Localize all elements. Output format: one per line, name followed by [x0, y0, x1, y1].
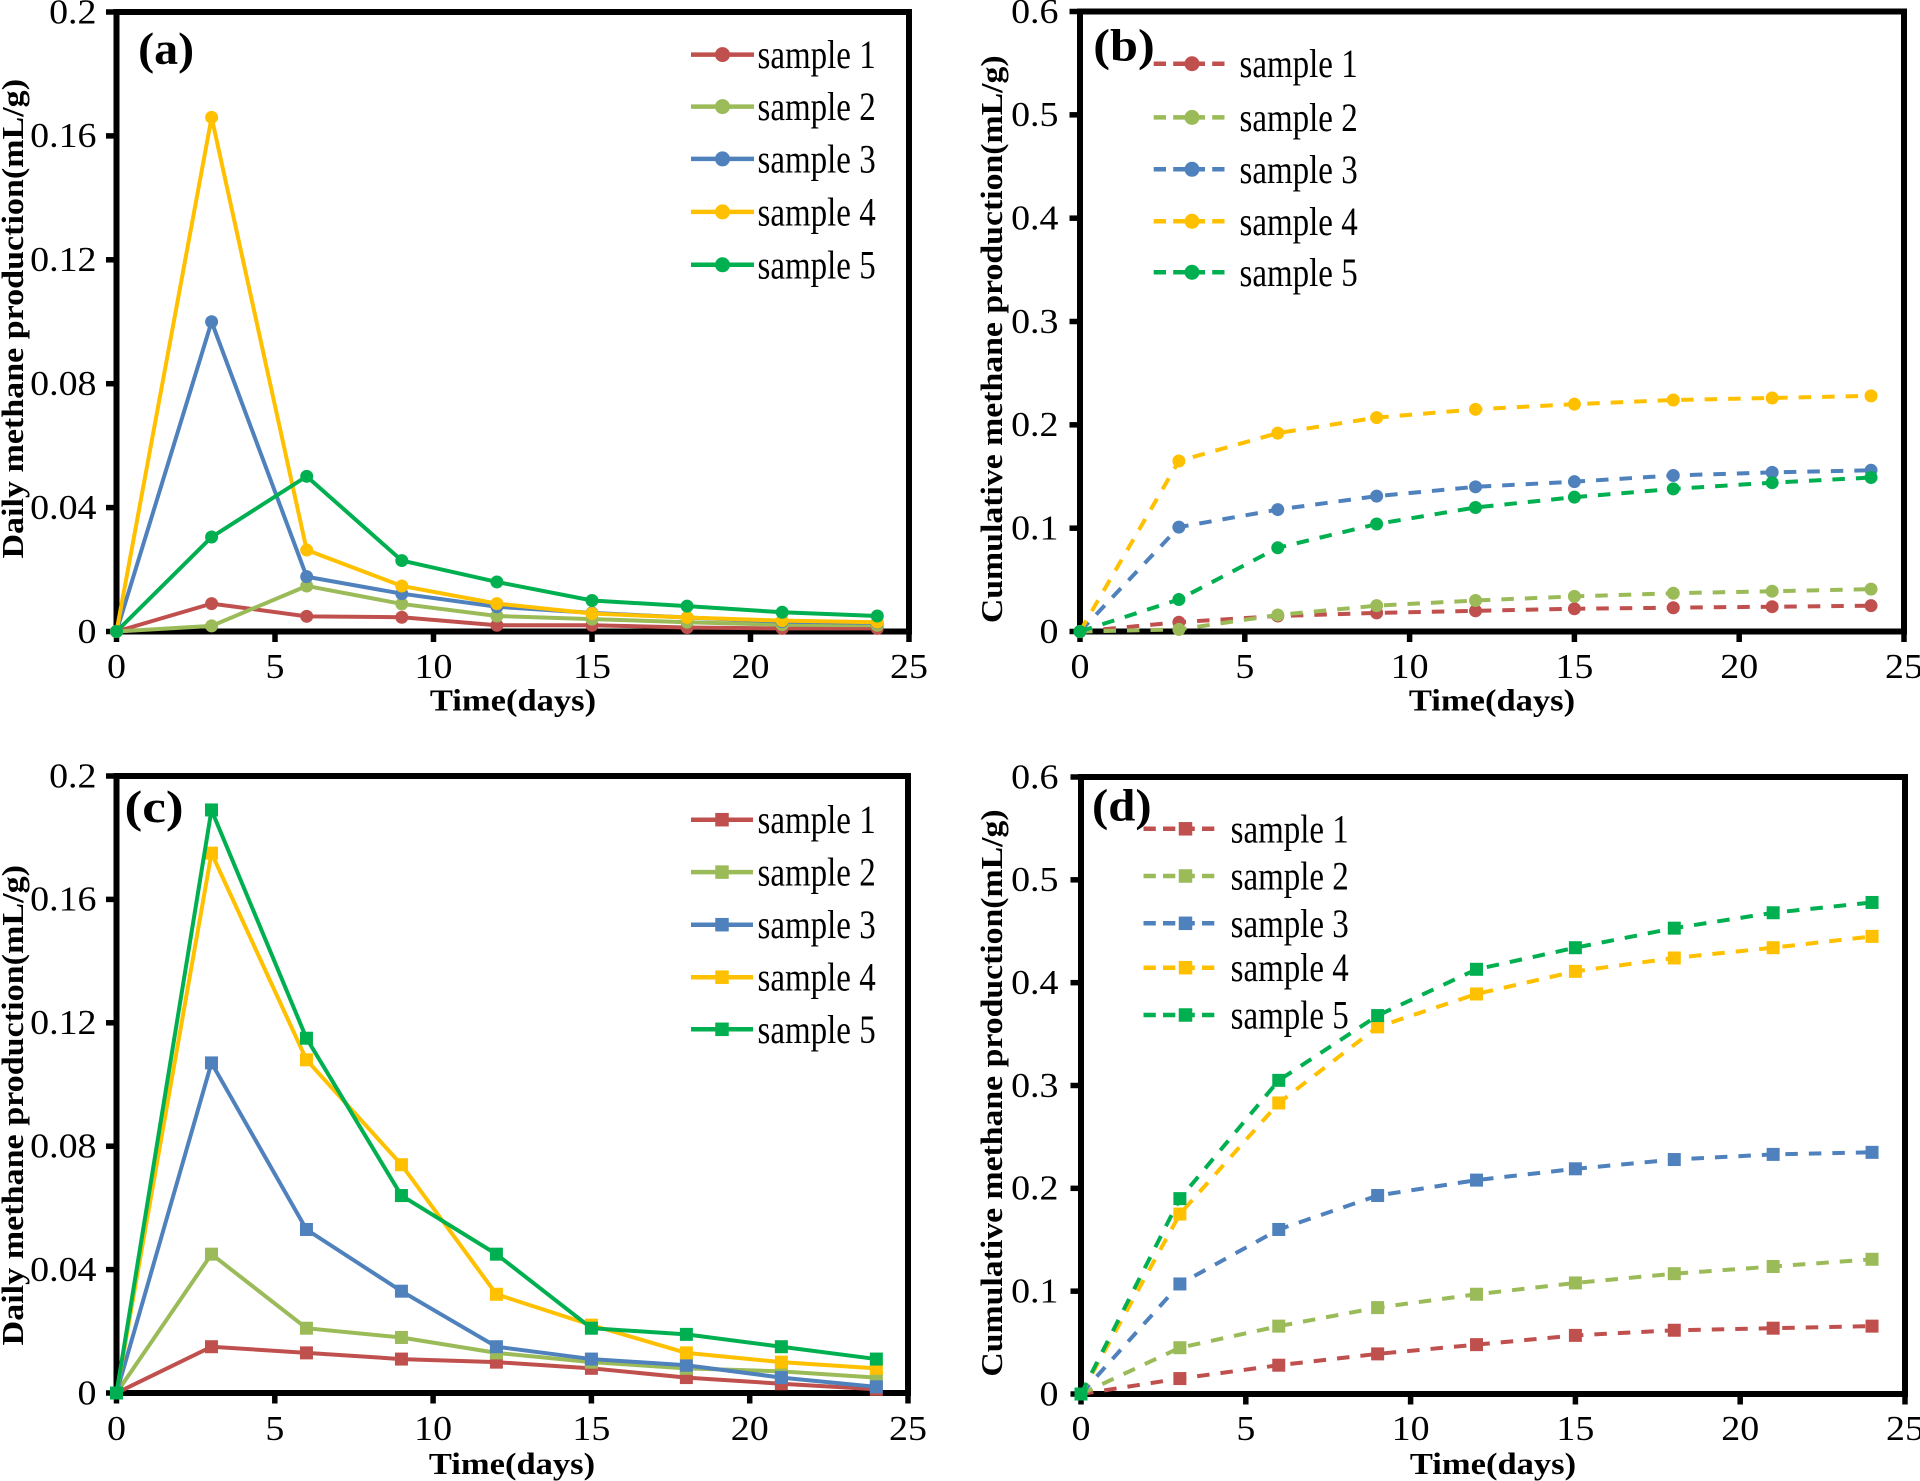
svg-text:sample 4: sample 4 [758, 189, 876, 234]
svg-text:sample 3: sample 3 [1240, 147, 1358, 192]
svg-text:25: 25 [1885, 648, 1920, 686]
svg-text:0.1: 0.1 [1011, 1272, 1058, 1310]
svg-text:5: 5 [265, 1410, 284, 1448]
svg-text:25: 25 [889, 1410, 927, 1448]
svg-text:0: 0 [78, 612, 97, 650]
svg-text:15: 15 [572, 1410, 610, 1448]
svg-text:0.16: 0.16 [30, 117, 96, 155]
svg-text:10: 10 [1392, 1410, 1430, 1448]
svg-text:sample 1: sample 1 [1231, 806, 1349, 851]
svg-text:sample 3: sample 3 [1231, 901, 1349, 946]
svg-text:sample 1: sample 1 [1240, 41, 1358, 86]
svg-text:10: 10 [1391, 648, 1429, 686]
svg-text:0.4: 0.4 [1011, 199, 1058, 237]
svg-text:sample 5: sample 5 [1231, 993, 1349, 1038]
svg-text:5: 5 [266, 648, 285, 686]
svg-text:5: 5 [1235, 648, 1254, 686]
svg-text:0.4: 0.4 [1011, 964, 1058, 1002]
svg-text:0.04: 0.04 [30, 488, 96, 526]
svg-text:Cumulative methane production(: Cumulative methane production(mL/g) [975, 809, 1009, 1376]
svg-text:sample 5: sample 5 [758, 1007, 876, 1052]
svg-text:20: 20 [731, 1410, 769, 1448]
svg-text:25: 25 [890, 648, 928, 686]
svg-text:(a): (a) [138, 25, 194, 74]
svg-text:15: 15 [573, 648, 611, 686]
svg-text:0.12: 0.12 [30, 241, 96, 279]
svg-text:0: 0 [107, 648, 126, 686]
svg-text:20: 20 [1720, 648, 1758, 686]
svg-text:0.2: 0.2 [49, 757, 96, 795]
svg-text:sample 2: sample 2 [758, 84, 876, 129]
svg-text:(d): (d) [1092, 781, 1152, 831]
svg-text:sample 4: sample 4 [758, 955, 876, 1000]
svg-text:(b): (b) [1093, 21, 1154, 71]
svg-text:Time(days): Time(days) [430, 684, 596, 718]
svg-text:sample 2: sample 2 [758, 850, 876, 895]
svg-text:Time(days): Time(days) [1410, 1448, 1576, 1481]
svg-text:20: 20 [1721, 1410, 1759, 1448]
svg-text:(c): (c) [125, 782, 184, 832]
svg-text:0.16: 0.16 [30, 880, 96, 918]
svg-text:0.3: 0.3 [1011, 1066, 1058, 1104]
svg-text:sample 5: sample 5 [1240, 250, 1358, 295]
svg-text:Time(days): Time(days) [1409, 684, 1575, 718]
svg-text:sample 3: sample 3 [758, 902, 876, 947]
svg-text:20: 20 [732, 648, 770, 686]
svg-text:sample 4: sample 4 [1240, 199, 1358, 244]
svg-text:sample 2: sample 2 [1240, 95, 1358, 140]
svg-text:15: 15 [1556, 1410, 1594, 1448]
svg-text:0.6: 0.6 [1011, 758, 1058, 796]
svg-text:sample 5: sample 5 [758, 242, 876, 287]
svg-text:0.08: 0.08 [30, 1127, 96, 1165]
svg-text:25: 25 [1886, 1410, 1920, 1448]
svg-text:0.1: 0.1 [1011, 509, 1058, 547]
svg-text:0: 0 [1071, 648, 1090, 686]
svg-text:Daily methane production(mL/g): Daily methane production(mL/g) [0, 865, 31, 1345]
svg-text:0.2: 0.2 [49, 0, 96, 31]
svg-text:0.6: 0.6 [1011, 0, 1058, 30]
svg-text:sample 4: sample 4 [1231, 945, 1349, 990]
svg-text:Daily methane production(mL/g): Daily methane production(mL/g) [0, 79, 31, 559]
svg-text:Cumulative methane production(: Cumulative methane production(mL/g) [975, 55, 1009, 623]
svg-text:0: 0 [78, 1374, 97, 1412]
svg-text:sample 2: sample 2 [1231, 854, 1349, 899]
svg-text:sample 3: sample 3 [758, 136, 876, 181]
svg-text:0: 0 [107, 1410, 126, 1448]
svg-text:0: 0 [1072, 1410, 1091, 1448]
svg-text:0: 0 [1040, 1375, 1059, 1413]
svg-text:0.2: 0.2 [1011, 406, 1058, 444]
svg-text:0: 0 [1040, 612, 1059, 650]
svg-text:sample 1: sample 1 [758, 32, 876, 77]
svg-text:sample 1: sample 1 [758, 797, 876, 842]
svg-text:0.04: 0.04 [30, 1250, 96, 1288]
svg-text:0.08: 0.08 [30, 365, 96, 403]
svg-text:10: 10 [415, 648, 453, 686]
svg-text:0.12: 0.12 [30, 1004, 96, 1042]
svg-text:0.5: 0.5 [1011, 96, 1058, 134]
svg-text:15: 15 [1555, 648, 1593, 686]
svg-text:0.5: 0.5 [1011, 861, 1058, 899]
svg-text:0.2: 0.2 [1011, 1169, 1058, 1207]
svg-text:10: 10 [414, 1410, 452, 1448]
svg-text:0.3: 0.3 [1011, 302, 1058, 340]
svg-text:5: 5 [1236, 1410, 1255, 1448]
svg-text:Time(days): Time(days) [429, 1448, 595, 1481]
